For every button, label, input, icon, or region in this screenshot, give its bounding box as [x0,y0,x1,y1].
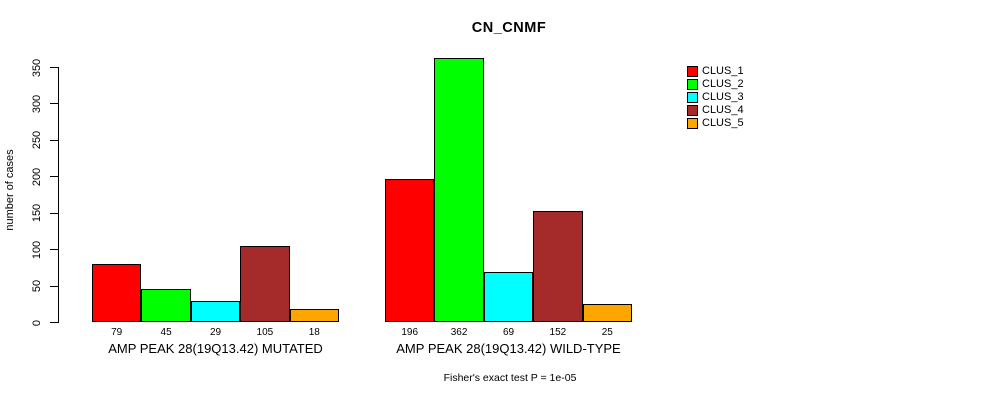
y-tick-mark [50,285,58,287]
legend-label: CLUS_2 [702,78,744,90]
y-tick-mark [50,67,58,68]
legend-label: CLUS_3 [702,91,744,103]
clus-3-bar-group-2 [483,271,534,322]
legend-swatch-icon [687,118,698,129]
legend-label: CLUS_4 [702,104,744,116]
y-tick-label: 0 [31,319,43,326]
y-tick-mark [50,322,58,323]
chart-title: CN_CNMF [471,20,547,36]
bar-value-label: 69 [502,327,515,338]
bar-value-label: 105 [256,327,274,338]
clus-2-bar-group-2 [434,58,484,322]
legend-swatch-icon [687,79,698,90]
legend-item: CLUS_5 [687,117,744,130]
legend-label: CLUS_5 [702,117,744,129]
y-axis-label: number of cases [4,149,16,231]
legend-label: CLUS_1 [702,65,744,77]
y-tick-label: 250 [31,131,43,150]
legend-item: CLUS_2 [687,78,744,91]
clus-3-bar-group-1 [190,300,241,322]
legend-swatch-icon [687,92,698,103]
bar-value-label: 25 [601,327,613,338]
clus-4-bar-group-2 [533,211,583,322]
legend-item: CLUS_1 [687,65,744,78]
y-tick-mark [50,176,58,178]
y-axis-line [58,67,59,323]
legend-swatch-icon [687,105,698,116]
group-label: AMP PEAK 28(19Q13.42) WILD-TYPE [396,341,621,356]
y-tick-mark [50,103,58,105]
clus-1-bar-group-2 [385,179,435,322]
bar-value-label: 362 [450,327,468,338]
bar-value-label: 152 [549,327,567,338]
y-tick-label: 100 [31,240,43,259]
bar-value-label: 29 [209,327,222,338]
legend-item: CLUS_4 [687,104,744,117]
bar-value-label: 79 [111,327,123,338]
clus-5-bar-group-1 [289,308,339,322]
legend-item: CLUS_3 [687,91,744,104]
bar-value-label: 18 [308,327,320,338]
y-tick-mark [50,212,58,214]
y-tick-label: 150 [31,204,43,223]
legend-swatch-icon [687,66,698,77]
clus-2-bar-group-1 [141,289,191,322]
y-tick-label: 350 [31,58,43,77]
legend: CLUS_1 CLUS_2 CLUS_3 CLUS_4 CLUS_5 [687,65,744,130]
y-tick-label: 300 [31,94,43,114]
clus-5-bar-group-2 [582,303,632,322]
group-label: AMP PEAK 28(19Q13.42) MUTATED [108,341,323,356]
fisher-test-annotation: Fisher's exact test P = 1e-05 [443,372,577,384]
clus-4-bar-group-1 [240,245,290,322]
y-tick-mark [50,139,58,141]
y-tick-label: 200 [31,167,43,186]
y-tick-mark [50,249,58,251]
y-tick-label: 50 [31,279,43,293]
bar-value-label: 196 [401,327,419,338]
clus-1-bar-group-1 [92,264,142,322]
bar-value-label: 45 [160,327,172,338]
